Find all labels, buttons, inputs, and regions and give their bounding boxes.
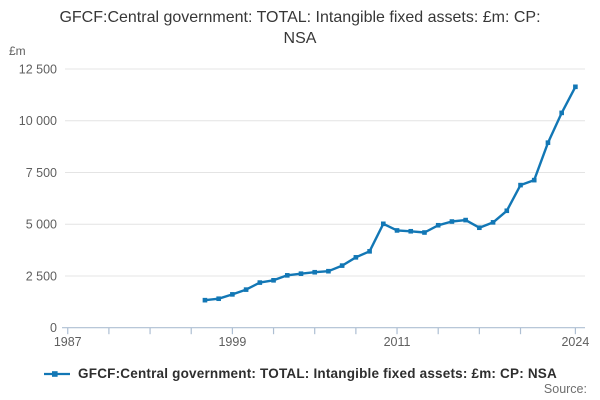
- data-point-2023[interactable]: [559, 110, 564, 116]
- data-point-2021[interactable]: [531, 177, 537, 183]
- y-tick-label: 10 000: [19, 114, 57, 128]
- x-tick-label: 2024: [561, 335, 589, 349]
- y-axis-unit-label: £m: [9, 44, 26, 58]
- data-point-2014[interactable]: [435, 222, 441, 228]
- y-tick-label: 5 000: [26, 218, 57, 232]
- data-point-2019[interactable]: [504, 208, 510, 214]
- data-point-2013[interactable]: [422, 230, 427, 235]
- data-point-2020[interactable]: [518, 182, 523, 188]
- data-point-2002[interactable]: [271, 278, 276, 283]
- legend-series-label: GFCF:Central government: TOTAL: Intangib…: [78, 366, 557, 381]
- data-point-2006[interactable]: [326, 268, 331, 274]
- data-point-2024[interactable]: [573, 84, 578, 90]
- chart-title: GFCF:Central government: TOTAL: Intangib…: [59, 9, 541, 47]
- source-label: Source:: [543, 382, 587, 396]
- line-chart: 0 2 500 5 000 7 500 10 000 12 500 1987 1999 2011…: [19, 63, 590, 350]
- data-point-2012[interactable]: [408, 228, 414, 234]
- y-tick-label: 2 500: [26, 269, 57, 283]
- data-point-2001[interactable]: [257, 280, 263, 285]
- x-tick-label: 1999: [218, 335, 246, 349]
- data-point-2010[interactable]: [381, 221, 386, 227]
- data-point-2005[interactable]: [312, 269, 318, 275]
- data-point-1997[interactable]: [202, 297, 208, 303]
- x-tick-label: 1987: [54, 335, 82, 349]
- data-point-1998[interactable]: [216, 296, 221, 302]
- y-tick-label: 0: [50, 321, 57, 335]
- data-point-1999[interactable]: [230, 292, 235, 297]
- data-point-2007[interactable]: [339, 263, 345, 268]
- data-point-2000[interactable]: [243, 287, 249, 292]
- data-point-2018[interactable]: [490, 220, 496, 225]
- y-tick-label: 7 500: [26, 166, 57, 180]
- data-point-2011[interactable]: [394, 228, 400, 233]
- y-tick-label: 12 500: [19, 63, 57, 77]
- data-line[interactable]: [203, 85, 577, 302]
- data-point-2016[interactable]: [463, 217, 468, 223]
- data-point-2009[interactable]: [367, 249, 372, 254]
- data-point-2003[interactable]: [284, 273, 290, 278]
- data-point-2004[interactable]: [298, 271, 304, 276]
- data-point-2008[interactable]: [353, 255, 359, 260]
- legend-line-marker-icon: [44, 370, 71, 377]
- data-point-2017[interactable]: [477, 225, 482, 231]
- x-tick-label: 2011: [384, 335, 411, 349]
- data-point-2022[interactable]: [545, 140, 551, 145]
- data-point-2015[interactable]: [449, 219, 455, 224]
- legend[interactable]: GFCF:Central government: TOTAL: Intangib…: [0, 366, 600, 381]
